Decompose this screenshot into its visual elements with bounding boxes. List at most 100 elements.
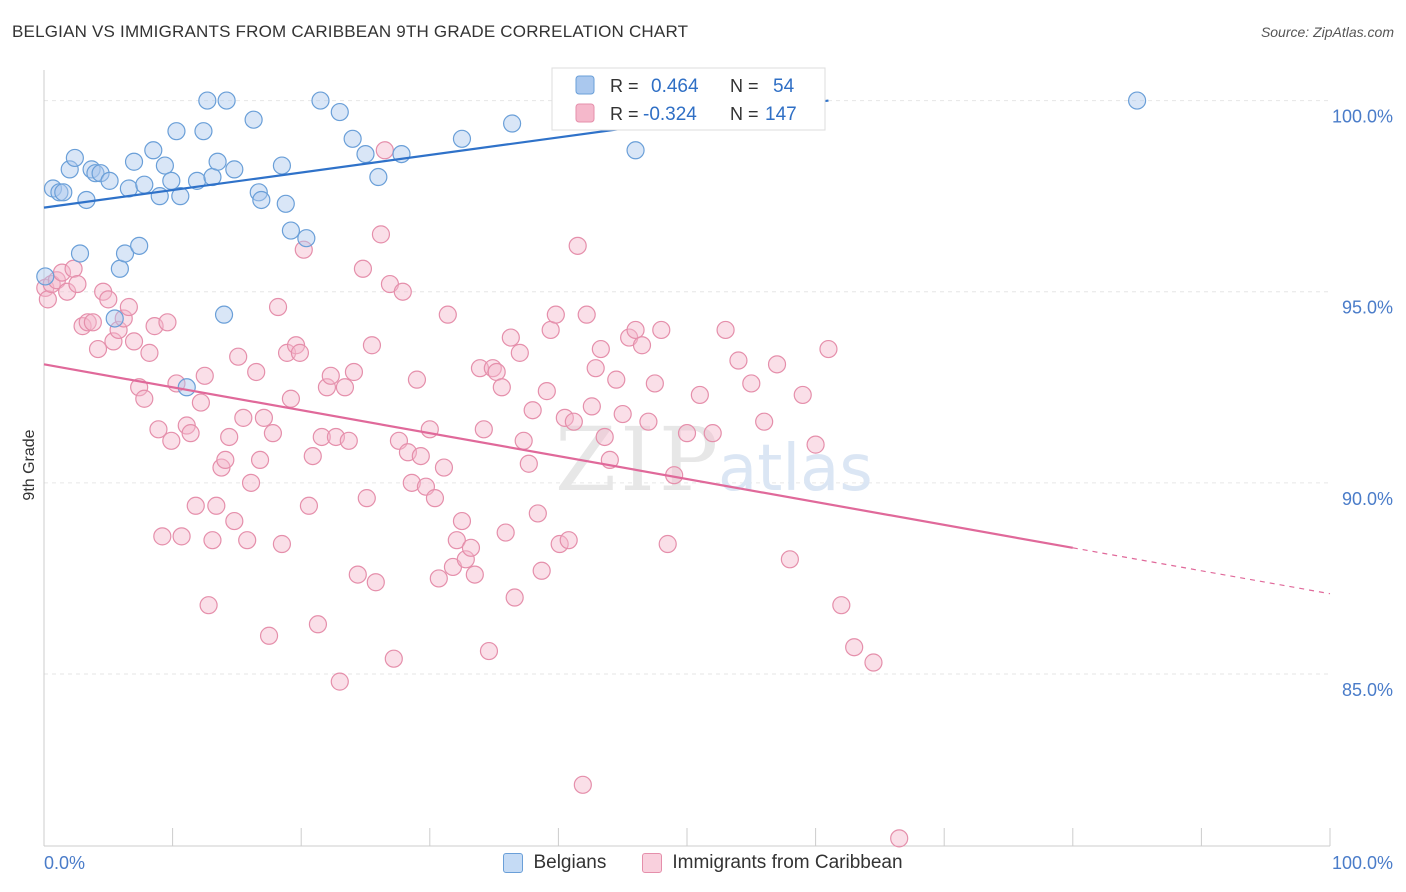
caribbean-point — [474, 420, 493, 439]
y-tick-labels: 85.0% 90.0% 95.0% 100.0% — [1332, 107, 1393, 700]
caribbean-point — [677, 424, 697, 443]
caribbean-point — [613, 404, 632, 424]
caribbean-point — [864, 653, 883, 672]
caribbean-point — [199, 596, 218, 615]
legend-item-caribbean[interactable]: Immigrants from Caribbean — [642, 852, 903, 874]
caribbean-point — [303, 446, 322, 466]
caribbean-point — [407, 370, 427, 389]
caribbean-point — [573, 775, 592, 794]
caribbean-point — [632, 336, 652, 355]
legend-item-belgians[interactable]: Belgians — [503, 852, 606, 874]
caribbean-series — [36, 141, 909, 848]
caribbean-swatch — [575, 103, 595, 123]
caribbean-point — [501, 328, 520, 347]
caribbean-point — [259, 626, 279, 645]
caribbean-point — [586, 359, 605, 378]
x-tick-labels: 0.0% 100.0% — [44, 853, 1393, 873]
caribbean-point — [755, 412, 774, 431]
caribbean-point — [172, 527, 191, 546]
belgian-point — [244, 110, 263, 129]
caribbean-trendline-extension — [1072, 547, 1331, 595]
caribbean-point — [247, 362, 266, 382]
y-tick-label: 95.0% — [1342, 298, 1393, 318]
caribbean-point — [537, 382, 556, 401]
caribbean-point — [434, 458, 454, 477]
caribbean-point — [124, 332, 144, 351]
belgian-point — [130, 236, 149, 255]
belgian-point — [155, 156, 174, 175]
caribbean-point — [64, 259, 83, 278]
caribbean-point — [645, 374, 664, 393]
belgian-point — [311, 91, 330, 110]
caribbean-point — [195, 366, 214, 385]
caribbean-point — [564, 412, 583, 431]
caribbean-point — [456, 550, 475, 569]
caribbean-r-label: R = — [610, 104, 639, 124]
caribbean-point — [832, 596, 851, 615]
caribbean-point — [703, 424, 722, 443]
caribbean-point — [393, 282, 412, 301]
caribbean-point — [104, 332, 123, 351]
belgian-point — [356, 144, 375, 164]
belgian-point — [281, 221, 301, 240]
legend-label-caribbean: Immigrants from Caribbean — [672, 852, 903, 873]
caribbean-point — [626, 320, 645, 340]
caribbean-point — [357, 489, 376, 508]
caribbean-point — [234, 408, 253, 427]
caribbean-point — [438, 305, 457, 324]
gridlines — [44, 100, 1330, 675]
caribbean-point — [321, 366, 340, 385]
belgian-point — [297, 229, 316, 248]
belgian-point — [272, 156, 292, 175]
belgian-point — [194, 122, 213, 141]
belgians-swatch — [575, 75, 595, 95]
x-tick-label: 100.0% — [1332, 853, 1393, 873]
caribbean-point — [652, 320, 671, 340]
caribbean-point — [806, 435, 825, 454]
caribbean-point — [312, 427, 331, 447]
caribbean-point — [577, 305, 596, 324]
caribbean-point — [191, 393, 210, 412]
caribbean-point — [362, 336, 382, 355]
belgian-point — [252, 190, 271, 210]
caribbean-point — [216, 450, 235, 470]
belgian-point — [86, 164, 105, 183]
belgian-point — [330, 102, 349, 122]
belgian-point — [171, 187, 190, 206]
caribbean-point — [58, 282, 77, 301]
caribbean-point — [742, 374, 761, 393]
caribbean-point — [425, 489, 445, 508]
belgian-point — [369, 167, 388, 187]
caribbean-point — [793, 385, 812, 405]
caribbean-point — [384, 649, 403, 668]
caribbean-point — [162, 431, 181, 450]
belgian-point — [198, 91, 217, 110]
caribbean-r-value: -0.324 — [643, 104, 697, 125]
belgian-point — [135, 175, 154, 194]
caribbean-n-value: 147 — [765, 104, 797, 125]
caribbean-point — [119, 297, 138, 317]
caribbean-point — [153, 527, 172, 546]
caribbean-point — [281, 389, 301, 408]
belgian-point — [217, 91, 236, 110]
belgian-point — [214, 305, 234, 324]
belgians-legend-swatch — [503, 853, 524, 873]
caribbean-point — [479, 641, 499, 661]
caribbean-point — [109, 320, 128, 340]
caribbean-point — [690, 385, 709, 405]
caribbean-point — [550, 534, 569, 554]
caribbean-point — [335, 378, 355, 397]
caribbean-point — [447, 531, 466, 550]
belgian-point — [36, 267, 55, 286]
y-axis-label: 9th Grade — [21, 429, 38, 500]
belgian-point — [144, 141, 163, 160]
caribbean-point — [780, 550, 799, 569]
caribbean-point — [220, 427, 239, 447]
caribbean-point — [149, 420, 168, 439]
belgian-point — [276, 194, 295, 213]
caribbean-point — [366, 573, 385, 592]
caribbean-point — [505, 588, 524, 607]
caribbean-point — [353, 259, 373, 278]
caribbean-point — [38, 290, 57, 309]
caribbean-point — [496, 523, 515, 542]
